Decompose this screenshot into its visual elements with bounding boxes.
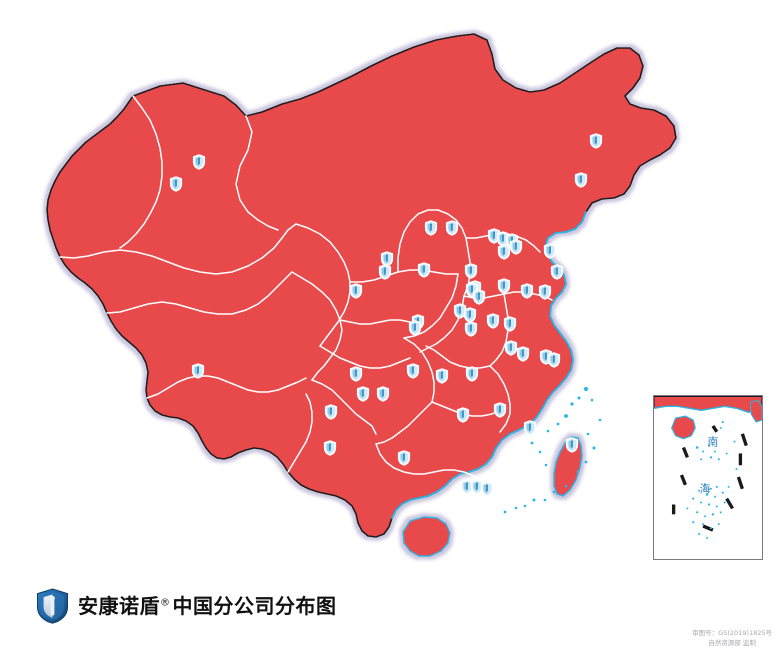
- shield-marker-icon[interactable]: [435, 368, 449, 384]
- shield-marker-icon[interactable]: [417, 262, 431, 278]
- map-approval-notice: 审图号：GS(2019)1825号 自然资源部 监制: [692, 629, 772, 648]
- approval-line-1: 审图号：GS(2019)1825号: [692, 629, 772, 638]
- shield-marker-icon[interactable]: [520, 283, 534, 299]
- shield-marker-icon[interactable]: [408, 320, 422, 336]
- shield-marker-icon[interactable]: [169, 176, 183, 192]
- taiwan-shape: [553, 436, 583, 497]
- shield-marker-icon[interactable]: [445, 220, 459, 236]
- shield-marker-icon[interactable]: [503, 316, 517, 332]
- shield-marker-icon[interactable]: [497, 244, 511, 260]
- shield-marker-icon[interactable]: [565, 437, 579, 453]
- page-title: 安康诺盾® 中国分公司分布图: [78, 596, 337, 616]
- inset-map-svg: 南 海: [654, 396, 762, 559]
- china-map-svg[interactable]: [0, 0, 780, 590]
- shield-marker-icon[interactable]: [497, 278, 511, 294]
- registered-mark: ®: [160, 597, 171, 609]
- shield-marker-icon[interactable]: [324, 404, 338, 420]
- shield-marker-icon[interactable]: [550, 264, 564, 280]
- china-map-container[interactable]: [0, 0, 780, 590]
- small-islands: [503, 386, 602, 514]
- shield-marker-icon[interactable]: [504, 340, 518, 356]
- shield-marker-icon[interactable]: [574, 172, 588, 188]
- shield-marker-icon[interactable]: [192, 154, 206, 170]
- china-landmass: [46, 33, 677, 557]
- inset-coastline: [654, 405, 762, 413]
- south-china-sea-inset[interactable]: 南 海: [653, 395, 763, 560]
- shield-marker-icon[interactable]: [380, 251, 394, 267]
- shield-marker-icon[interactable]: [547, 352, 561, 368]
- shield-marker-icon[interactable]: [464, 321, 478, 337]
- inset-taiwan: [749, 399, 762, 423]
- shield-marker-icon[interactable]: [349, 283, 363, 299]
- shield-marker-icon[interactable]: [509, 239, 523, 255]
- shield-marker-icon[interactable]: [465, 366, 479, 382]
- shield-marker-icon[interactable]: [493, 402, 507, 418]
- shield-marker-icon[interactable]: [397, 450, 411, 466]
- shield-marker-icon[interactable]: [356, 386, 370, 402]
- shield-marker-icon[interactable]: [463, 307, 477, 323]
- shield-marker-icon[interactable]: [349, 366, 363, 382]
- inset-reefs: [686, 420, 738, 539]
- inset-label-nan: 南: [708, 436, 719, 449]
- nine-dash-line: [671, 425, 748, 532]
- shield-marker-icon[interactable]: [538, 284, 552, 300]
- shield-marker-icon[interactable]: [378, 264, 392, 280]
- province-boundaries: [59, 95, 553, 489]
- title-block: 安康诺盾® 中国分公司分布图: [36, 588, 337, 624]
- shield-marker-icon[interactable]: [589, 133, 603, 149]
- coastline-accent: [391, 211, 587, 519]
- hainan-shape: [402, 516, 451, 557]
- shield-marker-icon[interactable]: [486, 313, 500, 329]
- shield-marker-icon[interactable]: [523, 420, 537, 436]
- shield-marker-icon[interactable]: [480, 481, 494, 497]
- shield-marker-icon[interactable]: [406, 363, 420, 379]
- shield-marker-icon[interactable]: [472, 289, 486, 305]
- inset-hainan: [671, 415, 696, 440]
- title-subtitle: 中国分公司分布图: [172, 594, 337, 618]
- approval-line-2: 自然资源部 监制: [708, 638, 756, 647]
- brand-name: 安康诺盾: [78, 594, 160, 618]
- shield-marker-icon[interactable]: [191, 363, 205, 379]
- shield-marker-icon[interactable]: [516, 346, 530, 362]
- shield-marker-icon[interactable]: [543, 243, 557, 259]
- shield-marker-icon[interactable]: [464, 263, 478, 279]
- shield-marker-icon[interactable]: [376, 386, 390, 402]
- shield-marker-icon[interactable]: [323, 440, 337, 456]
- shield-marker-icon[interactable]: [424, 220, 438, 236]
- shield-marker-icon[interactable]: [456, 407, 470, 423]
- shield-logo-icon: [37, 588, 68, 624]
- inset-label-hai: 海: [700, 482, 711, 496]
